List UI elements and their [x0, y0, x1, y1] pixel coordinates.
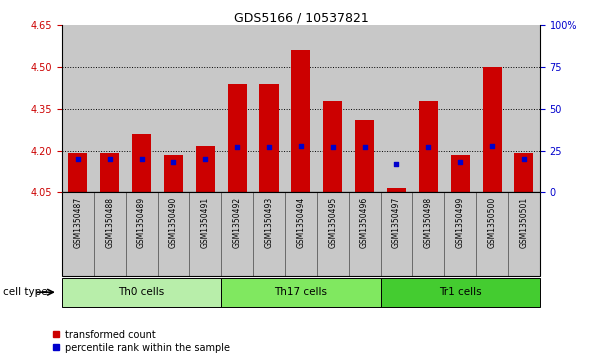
Text: GSM1350488: GSM1350488 — [105, 197, 114, 248]
Point — [360, 144, 369, 150]
Legend: transformed count, percentile rank within the sample: transformed count, percentile rank withi… — [52, 330, 230, 353]
Bar — [196, 147, 215, 192]
Text: Th17 cells: Th17 cells — [274, 287, 327, 297]
Bar — [514, 154, 533, 192]
Text: GSM1350490: GSM1350490 — [169, 197, 178, 248]
Bar — [349, 192, 381, 276]
Point — [201, 156, 210, 162]
Point — [487, 143, 497, 148]
Text: GSM1350497: GSM1350497 — [392, 197, 401, 248]
Bar — [451, 155, 470, 192]
Point — [392, 161, 401, 167]
Text: GSM1350491: GSM1350491 — [201, 197, 210, 248]
Bar — [158, 192, 189, 276]
Text: GSM1350496: GSM1350496 — [360, 197, 369, 248]
Bar — [508, 192, 540, 276]
Text: GSM1350494: GSM1350494 — [296, 197, 306, 248]
Point — [455, 159, 465, 165]
Bar — [68, 154, 87, 192]
Point — [137, 156, 146, 162]
Bar — [476, 192, 508, 276]
Bar — [483, 67, 501, 192]
Point — [264, 144, 274, 150]
Text: GSM1350501: GSM1350501 — [519, 197, 529, 248]
Text: GSM1350489: GSM1350489 — [137, 197, 146, 248]
Bar — [291, 50, 310, 192]
Point — [105, 156, 114, 162]
Bar — [164, 155, 183, 192]
Point — [328, 144, 337, 150]
Text: Tr1 cells: Tr1 cells — [439, 287, 481, 297]
Bar — [381, 192, 412, 276]
Bar — [323, 101, 342, 192]
Bar — [189, 192, 221, 276]
Bar — [126, 192, 158, 276]
Bar — [100, 154, 119, 192]
Bar — [228, 84, 247, 192]
Bar — [221, 192, 253, 276]
Bar — [381, 278, 540, 307]
Text: GSM1350500: GSM1350500 — [487, 197, 497, 248]
Text: GSM1350495: GSM1350495 — [328, 197, 337, 248]
Text: GSM1350499: GSM1350499 — [455, 197, 465, 248]
Bar — [317, 192, 349, 276]
Bar — [412, 192, 444, 276]
Text: GSM1350498: GSM1350498 — [424, 197, 433, 248]
Text: GSM1350487: GSM1350487 — [73, 197, 83, 248]
Bar — [419, 101, 438, 192]
Point — [232, 144, 242, 150]
Bar — [355, 120, 374, 192]
Point — [296, 143, 306, 148]
Point — [424, 144, 433, 150]
Bar — [387, 188, 406, 192]
Bar — [62, 192, 94, 276]
Bar — [285, 192, 317, 276]
Text: GSM1350492: GSM1350492 — [232, 197, 242, 248]
Point — [519, 156, 529, 162]
Text: cell type: cell type — [3, 287, 48, 297]
Bar — [132, 134, 151, 192]
Text: GSM1350493: GSM1350493 — [264, 197, 274, 248]
Bar — [253, 192, 285, 276]
Bar — [444, 192, 476, 276]
Bar — [221, 278, 381, 307]
Point — [169, 159, 178, 165]
Bar — [62, 278, 221, 307]
Bar — [94, 192, 126, 276]
Point — [73, 156, 83, 162]
Text: Th0 cells: Th0 cells — [119, 287, 165, 297]
Title: GDS5166 / 10537821: GDS5166 / 10537821 — [234, 11, 368, 24]
Bar — [260, 84, 278, 192]
